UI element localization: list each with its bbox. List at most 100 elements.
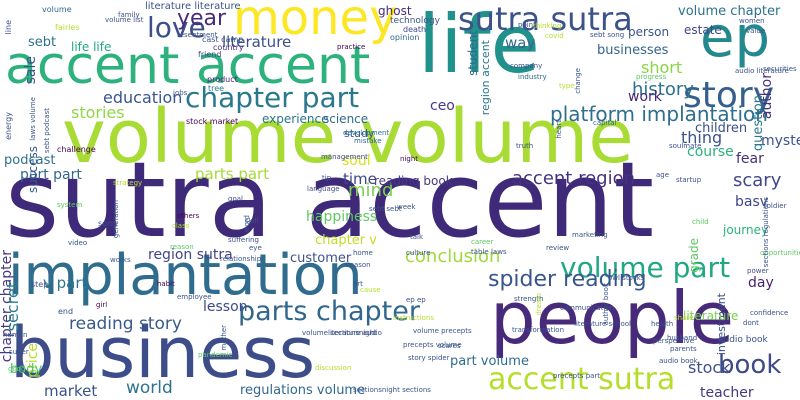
cloud-word: strength bbox=[514, 295, 544, 303]
cloud-word: cause bbox=[360, 286, 381, 294]
cloud-word: parts chapter bbox=[238, 296, 420, 327]
cloud-word: literature school bbox=[574, 320, 631, 328]
cloud-word: friend bbox=[198, 50, 222, 59]
cloud-word: country bbox=[213, 43, 244, 52]
cloud-word: book bbox=[718, 350, 782, 380]
cloud-word: stock market bbox=[186, 117, 239, 126]
cloud-word: company bbox=[510, 62, 543, 70]
cloud-word: video bbox=[68, 239, 88, 247]
cloud-word: region accent bbox=[479, 40, 492, 116]
cloud-word: value bbox=[746, 27, 766, 35]
cloud-word: transformation bbox=[512, 326, 565, 334]
cloud-word: management bbox=[321, 153, 368, 161]
cloud-word: business bbox=[10, 312, 316, 394]
cloud-word: sutra sutra bbox=[458, 0, 633, 38]
cloud-word: volume part bbox=[560, 251, 731, 284]
cloud-word: accent accent bbox=[5, 36, 371, 96]
cloud-word: women bbox=[739, 17, 765, 25]
cloud-word: stories bbox=[71, 103, 125, 122]
cloud-word: volume precepts bbox=[413, 327, 472, 335]
cloud-word: line bbox=[4, 20, 13, 35]
cloud-word: suffering bbox=[228, 236, 259, 244]
cloud-word: pandemic bbox=[198, 351, 233, 359]
cloud-word: industry bbox=[518, 73, 547, 81]
cloud-word: song bbox=[98, 219, 118, 228]
cloud-word: scares bbox=[438, 342, 461, 350]
cloud-word: stock bbox=[688, 358, 731, 377]
cloud-word: dont bbox=[743, 319, 759, 327]
cloud-word: study bbox=[344, 127, 375, 140]
cloud-word: confidence bbox=[750, 309, 789, 317]
cloud-word: death bbox=[403, 25, 427, 34]
cloud-word: businesses bbox=[597, 43, 669, 58]
cloud-word: power bbox=[747, 267, 769, 275]
cloud-word: thing bbox=[681, 128, 723, 147]
cloud-word: thinking bbox=[533, 22, 562, 30]
cloud-word: region sutra bbox=[148, 247, 233, 263]
cloud-word: author bbox=[759, 73, 775, 120]
cloud-word: grade bbox=[687, 238, 701, 273]
cloud-word: works bbox=[110, 256, 131, 264]
cloud-word: spider reading bbox=[488, 267, 647, 292]
cloud-word: year bbox=[177, 6, 227, 31]
cloud-word: money bbox=[233, 0, 398, 46]
cloud-word: super bbox=[9, 348, 29, 356]
cloud-word: jobs bbox=[173, 89, 188, 97]
cloud-word: sebt bbox=[28, 35, 57, 50]
cloud-word: part volume bbox=[450, 354, 529, 369]
cloud-word: strategy bbox=[113, 179, 143, 187]
cloud-word: goal bbox=[228, 195, 243, 203]
cloud-word: end bbox=[58, 307, 74, 316]
cloud-word: week bbox=[397, 203, 416, 211]
cloud-word: table laws bbox=[471, 248, 507, 256]
cloud-word: others bbox=[177, 212, 200, 220]
cloud-word: skill bbox=[245, 217, 259, 225]
cloud-word: success bbox=[26, 146, 40, 193]
cloud-word: health bbox=[651, 320, 674, 328]
cloud-word: development bbox=[343, 129, 390, 137]
cloud-word: age bbox=[656, 171, 670, 179]
cloud-word: career bbox=[471, 238, 494, 246]
cloud-word: lesson bbox=[203, 299, 248, 315]
cloud-word: reason bbox=[170, 243, 194, 251]
cloud-word: volume bbox=[42, 5, 72, 14]
cloud-word: art bbox=[353, 280, 363, 288]
cloud-word: chapter v bbox=[315, 233, 377, 248]
cloud-word: cast camp bbox=[202, 35, 244, 44]
cloud-word: people bbox=[490, 276, 735, 360]
cloud-word: product bbox=[207, 75, 238, 84]
cloud-word: instructions bbox=[393, 314, 434, 322]
cloud-word: life life bbox=[71, 40, 112, 54]
cloud-word: generation bbox=[112, 200, 120, 239]
cloud-word: mother bbox=[220, 325, 228, 351]
cloud-word: home bbox=[353, 249, 373, 257]
cloud-word: parents bbox=[670, 345, 697, 353]
cloud-word: soulmate bbox=[669, 142, 702, 150]
cloud-word: volume volume bbox=[62, 94, 634, 180]
cloud-word: work bbox=[628, 89, 662, 105]
cloud-word: audio book bbox=[659, 357, 698, 365]
cloud-word: sebt song bbox=[590, 31, 625, 39]
cloud-word: v part bbox=[43, 274, 88, 292]
cloud-word: ep ep bbox=[406, 296, 426, 304]
cloud-word: literature audio bbox=[328, 329, 382, 337]
cloud-word: heart bbox=[555, 120, 563, 139]
cloud-word: mind bbox=[348, 180, 394, 201]
cloud-word: body bbox=[10, 362, 43, 377]
cloud-word: chapter part bbox=[185, 81, 360, 114]
cloud-word: marketing bbox=[572, 231, 608, 239]
cloud-word: word bbox=[243, 215, 251, 233]
cloud-word: day bbox=[748, 275, 774, 291]
cloud-word: fear bbox=[736, 151, 764, 167]
cloud-word: step bbox=[31, 280, 49, 289]
cloud-word: reading story bbox=[69, 314, 182, 334]
cloud-word: conclusion bbox=[405, 246, 501, 267]
cloud-word: literature bbox=[222, 33, 292, 51]
cloud-word: audio book bbox=[718, 335, 768, 345]
cloud-word: relationship bbox=[220, 255, 262, 263]
cloud-word: education bbox=[103, 88, 183, 107]
cloud-word: practice bbox=[337, 43, 366, 51]
cloud-word: sutra accent bbox=[5, 139, 655, 261]
cloud-word: habit bbox=[157, 280, 175, 288]
